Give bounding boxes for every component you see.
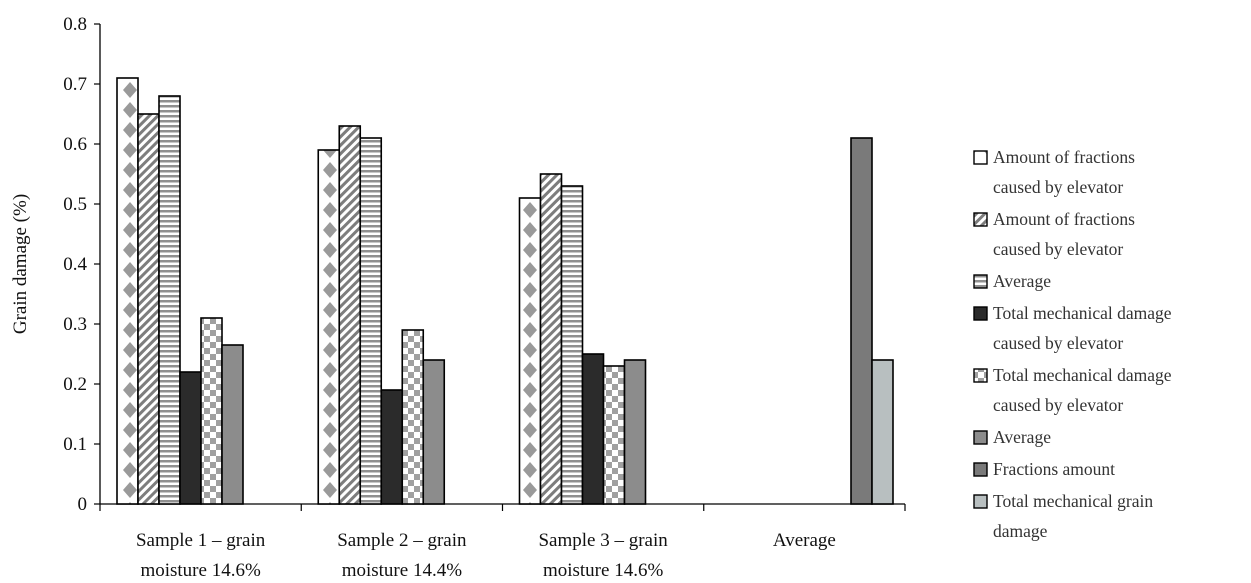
bar-series-4-cat-1 xyxy=(179,371,202,505)
legend-label-2: Amount of fractions xyxy=(993,209,1135,229)
bars xyxy=(116,77,894,505)
y-tick-label: 0.4 xyxy=(63,254,87,275)
y-tick-label: 0.7 xyxy=(63,74,87,95)
bar-series-3-cat-1 xyxy=(158,95,181,505)
bar-series-2-cat-1 xyxy=(137,113,160,505)
bar-series-4-cat-2 xyxy=(380,389,404,505)
x-category-label: Sample 2 – grain xyxy=(337,530,467,551)
y-tick-label: 0.8 xyxy=(63,14,87,35)
bar-series-8-cat-4 xyxy=(871,359,894,505)
legend-label-8: Total mechanical grain xyxy=(993,491,1153,511)
legend: Amount of fractions caused by elevator Amo… xyxy=(973,147,1172,541)
x-category-label: Sample 1 – grain xyxy=(136,530,266,551)
y-tick-label: 0 xyxy=(78,494,88,515)
y-axis-title: Grain damage (%) xyxy=(10,194,31,334)
bar-series-3-cat-2 xyxy=(359,137,383,505)
bar-series-2-cat-3 xyxy=(539,173,563,505)
bar-series-3-cat-3 xyxy=(560,185,584,505)
bar-series-6-cat-2 xyxy=(422,359,446,505)
legend-swatch-7 xyxy=(973,462,988,477)
x-category-label: moisture 14.6% xyxy=(140,560,260,581)
legend-swatch-2 xyxy=(973,212,988,227)
legend-swatch-8 xyxy=(973,494,988,509)
bar-series-1-cat-3 xyxy=(518,197,542,505)
y-axis-ticks: 0 0.1 0.2 0.3 0.4 0.5 0.6 0.7 0.8 xyxy=(63,14,100,515)
legend-label-6: Average xyxy=(993,427,1051,447)
legend-swatch-3 xyxy=(973,274,988,289)
bar-series-2-cat-2 xyxy=(338,125,362,505)
legend-swatch-1 xyxy=(973,150,988,165)
legend-label-5: Total mechanical damage xyxy=(993,365,1172,385)
legend-swatch-4 xyxy=(973,306,988,321)
y-tick-label: 0.5 xyxy=(63,194,87,215)
legend-label-1: caused by elevator xyxy=(993,177,1123,197)
bar-series-1-cat-1 xyxy=(116,77,139,505)
legend-label-2: caused by elevator xyxy=(993,239,1123,259)
bar-series-5-cat-1 xyxy=(200,317,223,505)
legend-label-4: Total mechanical damage xyxy=(993,303,1172,323)
bar-series-7-cat-4 xyxy=(850,137,873,505)
legend-swatch-5 xyxy=(973,368,988,383)
x-category-label: moisture 14.4% xyxy=(342,560,462,581)
x-axis-category-labels: Sample 1 – grain moisture 14.6% Sample 2 –… xyxy=(136,530,836,581)
bar-series-6-cat-1 xyxy=(221,344,244,505)
x-category-label: Sample 3 – grain xyxy=(538,530,668,551)
x-category-label: Average xyxy=(773,530,836,551)
legend-label-5: caused by elevator xyxy=(993,395,1123,415)
legend-label-4: caused by elevator xyxy=(993,333,1123,353)
legend-label-8: damage xyxy=(993,521,1048,541)
legend-label-7: Fractions amount xyxy=(993,459,1115,479)
bar-series-6-cat-3 xyxy=(623,359,647,505)
y-tick-label: 0.1 xyxy=(63,434,87,455)
y-axis-label: Grain damage (%) xyxy=(10,194,31,334)
bar-series-5-cat-2 xyxy=(401,329,425,505)
bar-series-5-cat-3 xyxy=(602,365,626,505)
bar-series-1-cat-2 xyxy=(317,149,341,505)
x-category-label: moisture 14.6% xyxy=(543,560,663,581)
legend-label-3: Average xyxy=(993,271,1051,291)
y-tick-label: 0.2 xyxy=(63,374,87,395)
bar-series-4-cat-3 xyxy=(581,353,605,505)
y-tick-label: 0.6 xyxy=(63,134,87,155)
y-tick-label: 0.3 xyxy=(63,314,87,335)
legend-label-1: Amount of fractions xyxy=(993,147,1135,167)
legend-swatch-6 xyxy=(973,430,988,445)
